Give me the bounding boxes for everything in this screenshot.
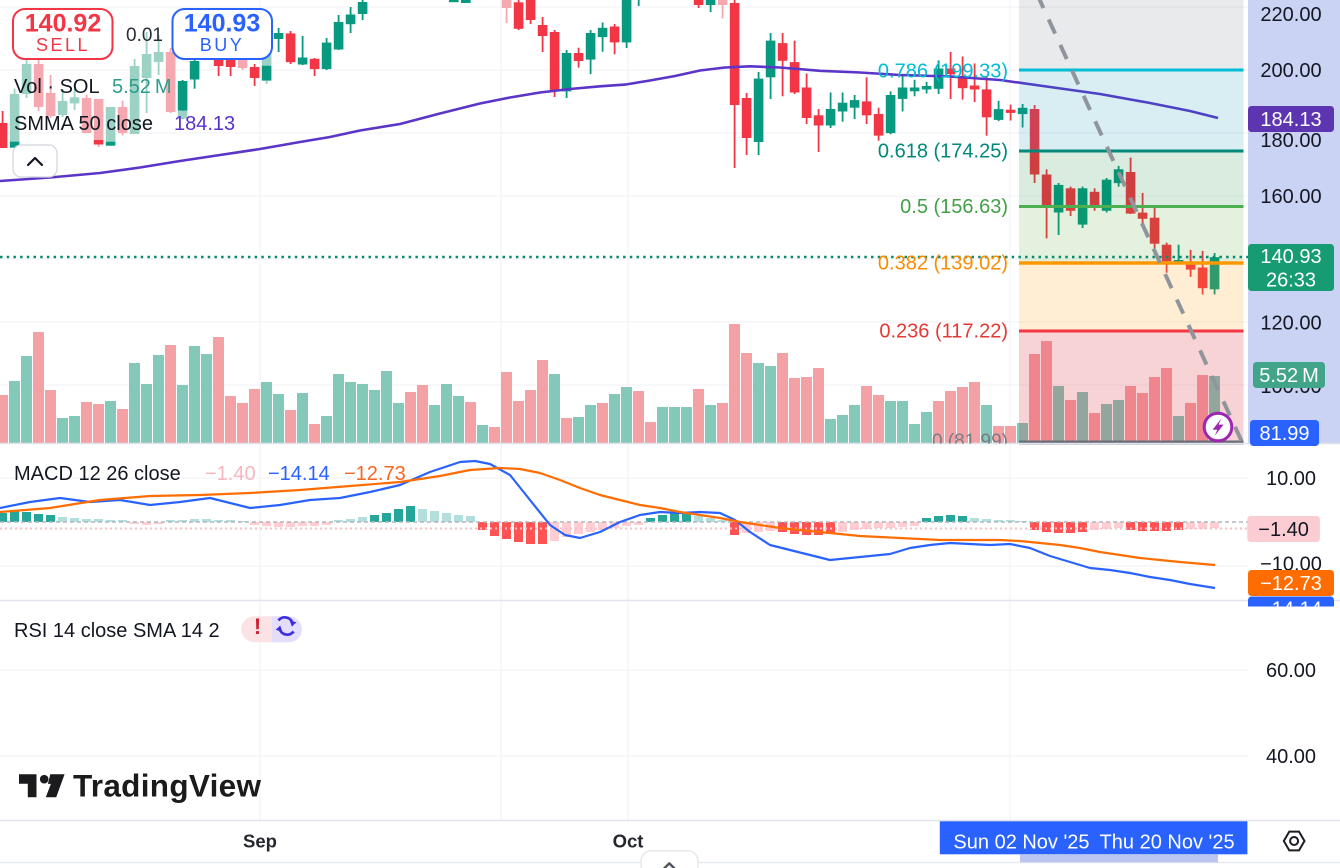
svg-text:140.93: 140.93 — [1260, 246, 1321, 268]
svg-text:5.52 M: 5.52 M — [112, 76, 172, 98]
svg-text:0.618 (174.25): 0.618 (174.25) — [878, 141, 1008, 163]
svg-text:0.01: 0.01 — [126, 25, 163, 46]
svg-text:Vol · SOL: Vol · SOL — [14, 76, 100, 98]
svg-text:TradingView: TradingView — [73, 768, 261, 804]
svg-text:Sep: Sep — [243, 831, 277, 852]
svg-text:140.92: 140.92 — [25, 10, 101, 38]
svg-text:SELL: SELL — [36, 35, 90, 55]
svg-text:160.00: 160.00 — [1260, 186, 1321, 208]
svg-text:200.00: 200.00 — [1260, 60, 1321, 82]
svg-text:SMMA 50 close: SMMA 50 close — [14, 113, 153, 135]
svg-text:−1.40: −1.40 — [205, 463, 256, 485]
svg-text:Oct: Oct — [613, 831, 644, 852]
svg-text:0 (81.99): 0 (81.99) — [932, 431, 1008, 452]
svg-text:0.5 (156.63): 0.5 (156.63) — [900, 196, 1008, 218]
svg-text:−12.73: −12.73 — [344, 463, 406, 485]
svg-text:140.93: 140.93 — [184, 10, 260, 38]
svg-text:−12.73: −12.73 — [1260, 573, 1322, 595]
svg-text:0.236 (117.22): 0.236 (117.22) — [879, 321, 1008, 343]
svg-text:10.00: 10.00 — [1266, 468, 1316, 490]
svg-text:120.00: 120.00 — [1260, 313, 1321, 335]
svg-text:26:33: 26:33 — [1266, 269, 1316, 291]
svg-text:0.786 (199.33): 0.786 (199.33) — [878, 61, 1008, 83]
svg-text:5.52 M: 5.52 M — [1259, 365, 1319, 387]
svg-text:Sun 02 Nov '25 Thu 20 Nov '25: Sun 02 Nov '25 Thu 20 Nov '25 — [953, 832, 1234, 854]
svg-text:0.382 (139.02): 0.382 (139.02) — [878, 253, 1008, 275]
svg-text:−1.40: −1.40 — [1258, 519, 1309, 541]
svg-text:BUY: BUY — [200, 35, 245, 55]
svg-text:40.00: 40.00 — [1266, 746, 1316, 768]
svg-text:−14.14: −14.14 — [268, 463, 330, 485]
svg-text:MACD 12 26 close: MACD 12 26 close — [14, 463, 181, 485]
svg-text:180.00: 180.00 — [1260, 130, 1321, 152]
svg-text:81.99: 81.99 — [1259, 423, 1309, 445]
svg-text:184.13: 184.13 — [1260, 109, 1321, 131]
svg-text:184.13: 184.13 — [174, 113, 235, 135]
svg-text:60.00: 60.00 — [1266, 660, 1316, 682]
svg-text:−14.14: −14.14 — [1260, 599, 1322, 621]
svg-text:!: ! — [254, 614, 261, 639]
svg-text:220.00: 220.00 — [1260, 4, 1321, 26]
svg-text:RSI 14 close SMA 14 2: RSI 14 close SMA 14 2 — [14, 620, 220, 642]
